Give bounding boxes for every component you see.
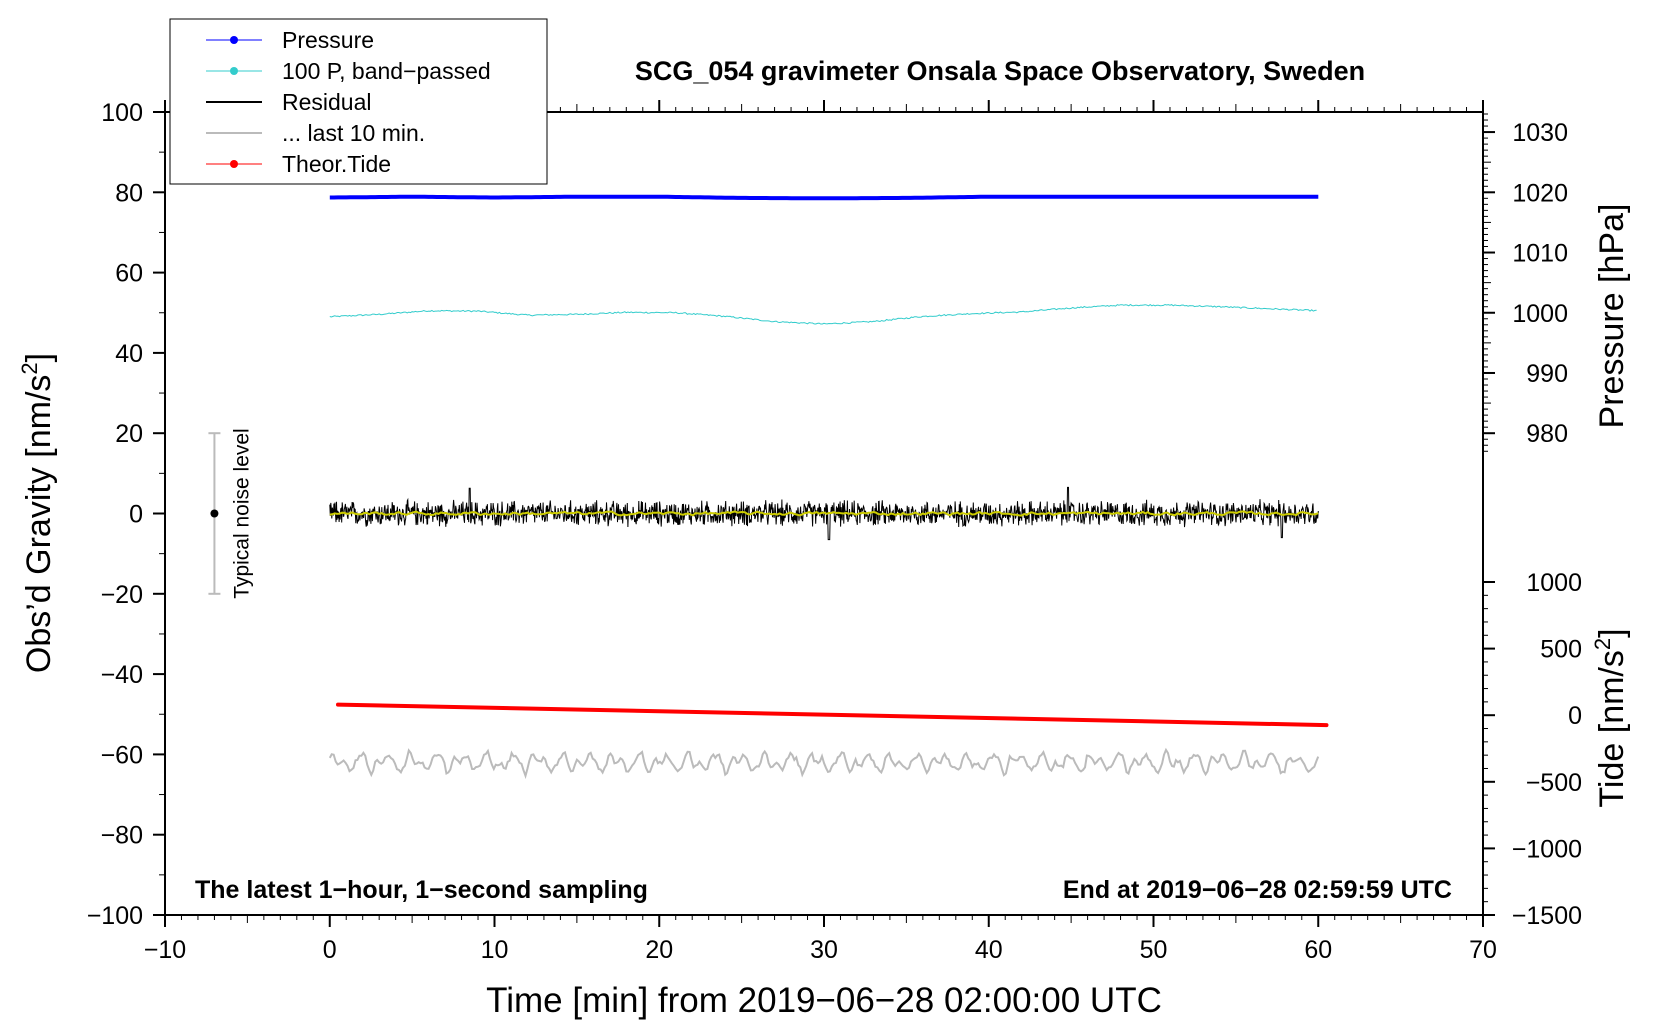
annotation-sampling: The latest 1−hour, 1−second sampling xyxy=(195,876,648,904)
x-axis-label: Time [min] from 2019−06−28 02:00:00 UTC xyxy=(486,981,1162,1020)
tide-tick-label: −1500 xyxy=(1512,902,1582,930)
y-tick-label: 100 xyxy=(101,99,143,127)
x-tick-label: 0 xyxy=(323,936,337,964)
annotation-end-time: End at 2019−06−28 02:59:59 UTC xyxy=(1063,876,1452,904)
tide-tick-label: 1000 xyxy=(1526,569,1582,597)
tide-tick-label: 0 xyxy=(1568,702,1582,730)
y-tick-label: −80 xyxy=(101,822,143,850)
y-axis-label-left-sup: 2 xyxy=(17,362,42,374)
series-residual-line xyxy=(329,486,1319,541)
tide-tick-label: −500 xyxy=(1526,769,1582,797)
x-tick-label: 10 xyxy=(481,936,509,964)
legend-label: Residual xyxy=(282,89,372,115)
x-tick-label: 40 xyxy=(975,936,1003,964)
pressure-tick-label: 980 xyxy=(1526,420,1568,448)
legend-label: Pressure xyxy=(282,27,374,53)
y-tick-label: 60 xyxy=(115,260,143,288)
x-axis-ticks: −10 0 10 20 30 40 50 60 70 xyxy=(144,100,1497,964)
legend: Pressure 100 P, band−passed Residual ... la… xyxy=(169,18,548,185)
x-tick-label: 70 xyxy=(1469,936,1497,964)
noise-bar-label: Typical noise level xyxy=(230,428,253,598)
series-layer xyxy=(328,194,1329,780)
x-tick-label: −10 xyxy=(144,936,186,964)
x-tick-label: 50 xyxy=(1140,936,1168,964)
x-tick-label: 60 xyxy=(1304,936,1332,964)
tide-axis-label: Tide [nm/s2] xyxy=(1590,628,1631,807)
legend-swatch-marker xyxy=(230,36,238,44)
legend-label: 100 P, band−passed xyxy=(282,58,491,84)
noise-level-indicator: Typical noise level xyxy=(208,428,253,599)
x-tick-label: 20 xyxy=(645,936,673,964)
tide-axis-label-sup: 2 xyxy=(1590,638,1615,650)
y-axis-ticks: −100 −80 −60 −40 −20 0 20 40 60 80 100 xyxy=(87,99,165,930)
legend-label: Theor.Tide xyxy=(282,151,391,177)
series-pressure-line xyxy=(329,194,1319,201)
series-last10min-line xyxy=(328,747,1320,780)
chart-title: SCG_054 gravimeter Onsala Space Observat… xyxy=(635,56,1365,86)
pressure-tick-label: 1020 xyxy=(1512,179,1568,207)
y-axis-label-left-main: Obs’d Gravity [nm/s xyxy=(20,375,58,674)
tide-axis-label-end: ] xyxy=(1593,628,1631,637)
pressure-tick-label: 1010 xyxy=(1512,240,1568,268)
legend-label: ... last 10 min. xyxy=(282,120,425,146)
y-tick-label: 0 xyxy=(129,501,143,529)
series-theor-tide-line xyxy=(335,702,1329,728)
y-tick-label: −60 xyxy=(101,741,143,769)
y-tick-label: −20 xyxy=(101,581,143,609)
series-bandpassed-line xyxy=(329,303,1317,325)
tide-tick-label: 500 xyxy=(1540,636,1582,664)
y-tick-label: 20 xyxy=(115,420,143,448)
legend-swatch-marker xyxy=(230,67,238,75)
noise-bar-center-dot xyxy=(210,509,219,518)
pressure-axis-ticks: 980 990 1000 1010 1020 1030 xyxy=(1483,113,1568,452)
y-axis-label-left: Obs’d Gravity [nm/s2] xyxy=(17,353,58,673)
tide-axis-ticks: −1500 −1000 −500 0 500 1000 xyxy=(1483,569,1582,930)
y-tick-label: −100 xyxy=(87,902,143,930)
tide-tick-label: −1000 xyxy=(1512,835,1582,863)
pressure-axis-label: Pressure [hPa] xyxy=(1593,204,1631,429)
y-tick-label: −40 xyxy=(101,661,143,689)
series-residual-smoothed-line xyxy=(329,510,1319,517)
y-tick-label: 80 xyxy=(115,179,143,207)
y-axis-label-left-end: ] xyxy=(20,353,58,362)
pressure-tick-label: 1030 xyxy=(1512,119,1568,147)
pressure-tick-label: 990 xyxy=(1526,360,1568,388)
y-tick-label: 40 xyxy=(115,340,143,368)
x-tick-label: 30 xyxy=(810,936,838,964)
tide-axis-label-main: Tide [nm/s xyxy=(1593,650,1631,807)
legend-swatch-marker xyxy=(230,160,238,168)
pressure-tick-label: 1000 xyxy=(1512,300,1568,328)
